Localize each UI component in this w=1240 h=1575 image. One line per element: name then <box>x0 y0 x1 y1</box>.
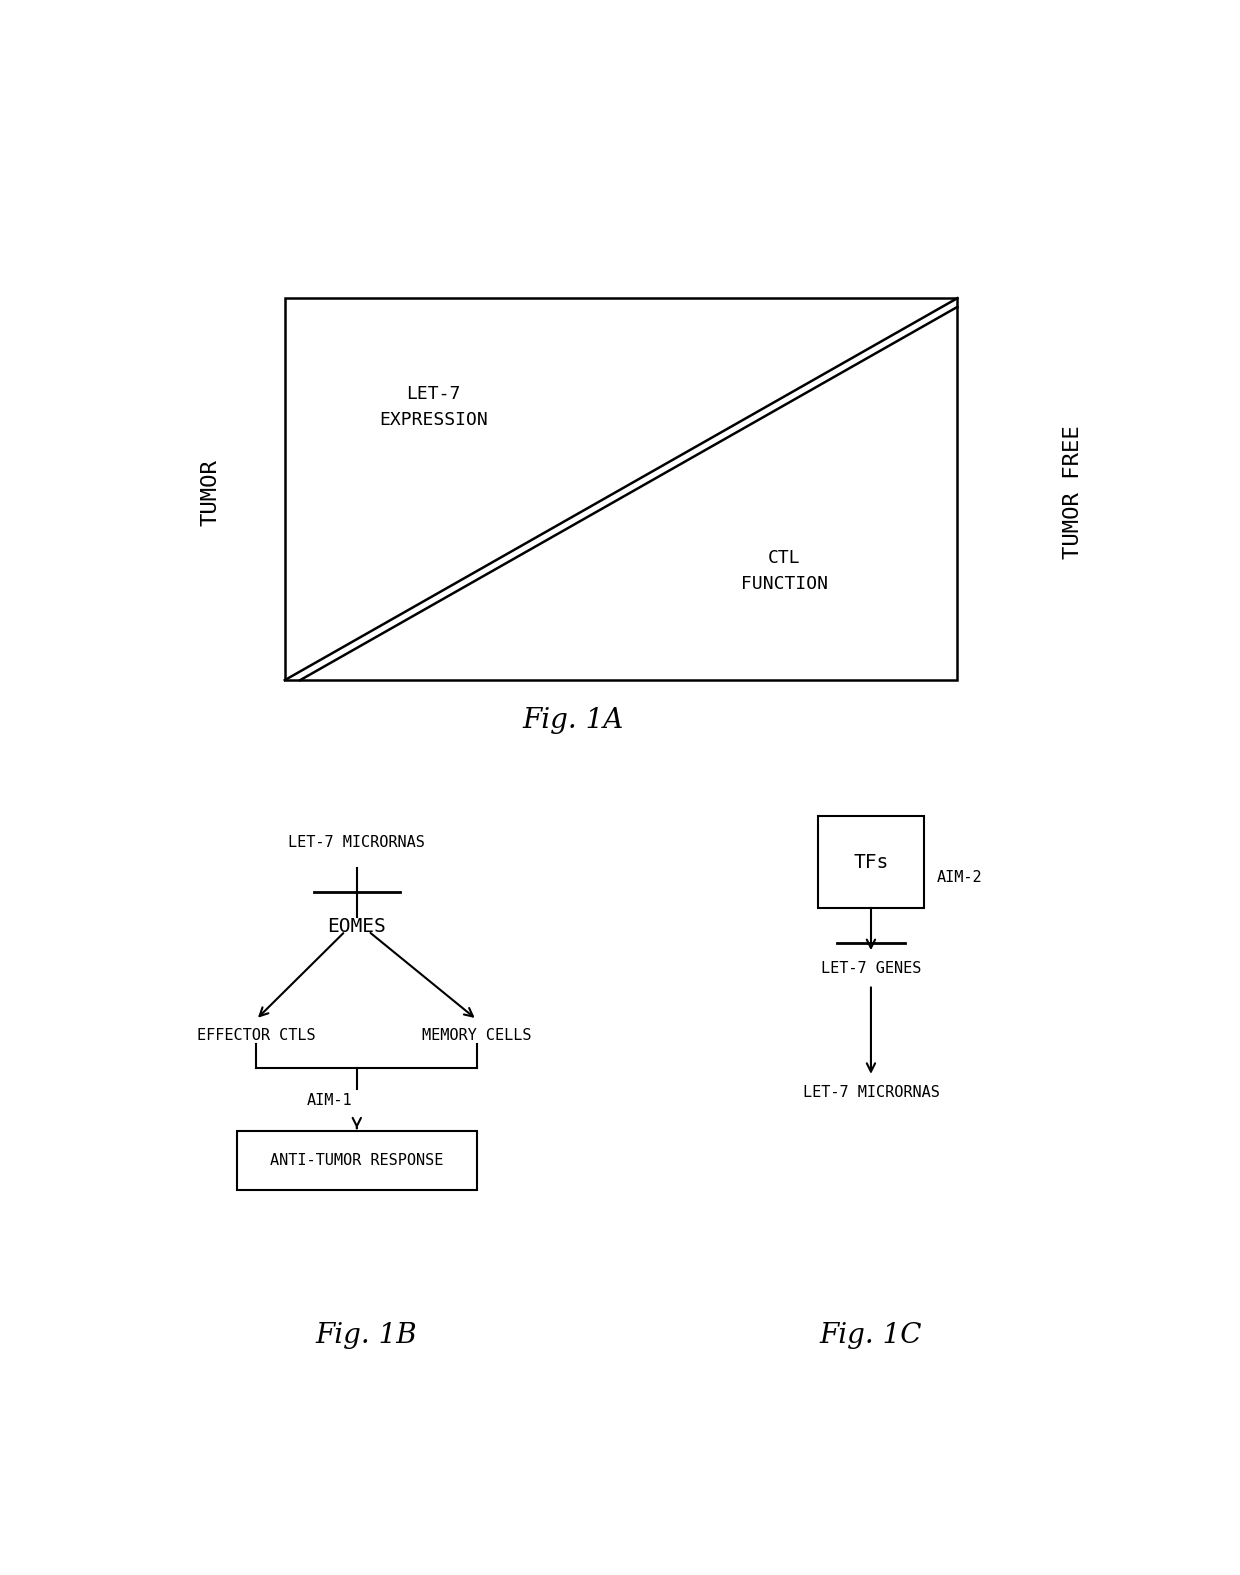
Text: LET-7 MICRORNAS: LET-7 MICRORNAS <box>802 1085 940 1099</box>
Text: TUMOR FREE: TUMOR FREE <box>1063 425 1083 559</box>
Text: Fig. 1C: Fig. 1C <box>820 1321 923 1348</box>
Text: EOMES: EOMES <box>327 917 386 936</box>
Text: MEMORY CELLS: MEMORY CELLS <box>422 1028 532 1043</box>
Text: AIM-1: AIM-1 <box>306 1093 352 1109</box>
Text: ANTI-TUMOR RESPONSE: ANTI-TUMOR RESPONSE <box>270 1153 444 1169</box>
Bar <box>818 816 924 909</box>
Bar <box>237 1131 477 1189</box>
Text: Fig. 1B: Fig. 1B <box>316 1321 417 1348</box>
Text: LET-7
EXPRESSION: LET-7 EXPRESSION <box>379 386 489 430</box>
Text: LET-7 GENES: LET-7 GENES <box>821 961 921 976</box>
Text: TFs: TFs <box>853 852 889 871</box>
Text: Fig. 1A: Fig. 1A <box>522 707 624 734</box>
Text: AIM-2: AIM-2 <box>936 871 982 885</box>
Text: EFFECTOR CTLS: EFFECTOR CTLS <box>197 1028 315 1043</box>
Bar <box>285 298 957 680</box>
Text: LET-7 MICRORNAS: LET-7 MICRORNAS <box>289 835 425 850</box>
Text: TUMOR: TUMOR <box>201 458 221 526</box>
Text: CTL
FUNCTION: CTL FUNCTION <box>742 548 828 594</box>
